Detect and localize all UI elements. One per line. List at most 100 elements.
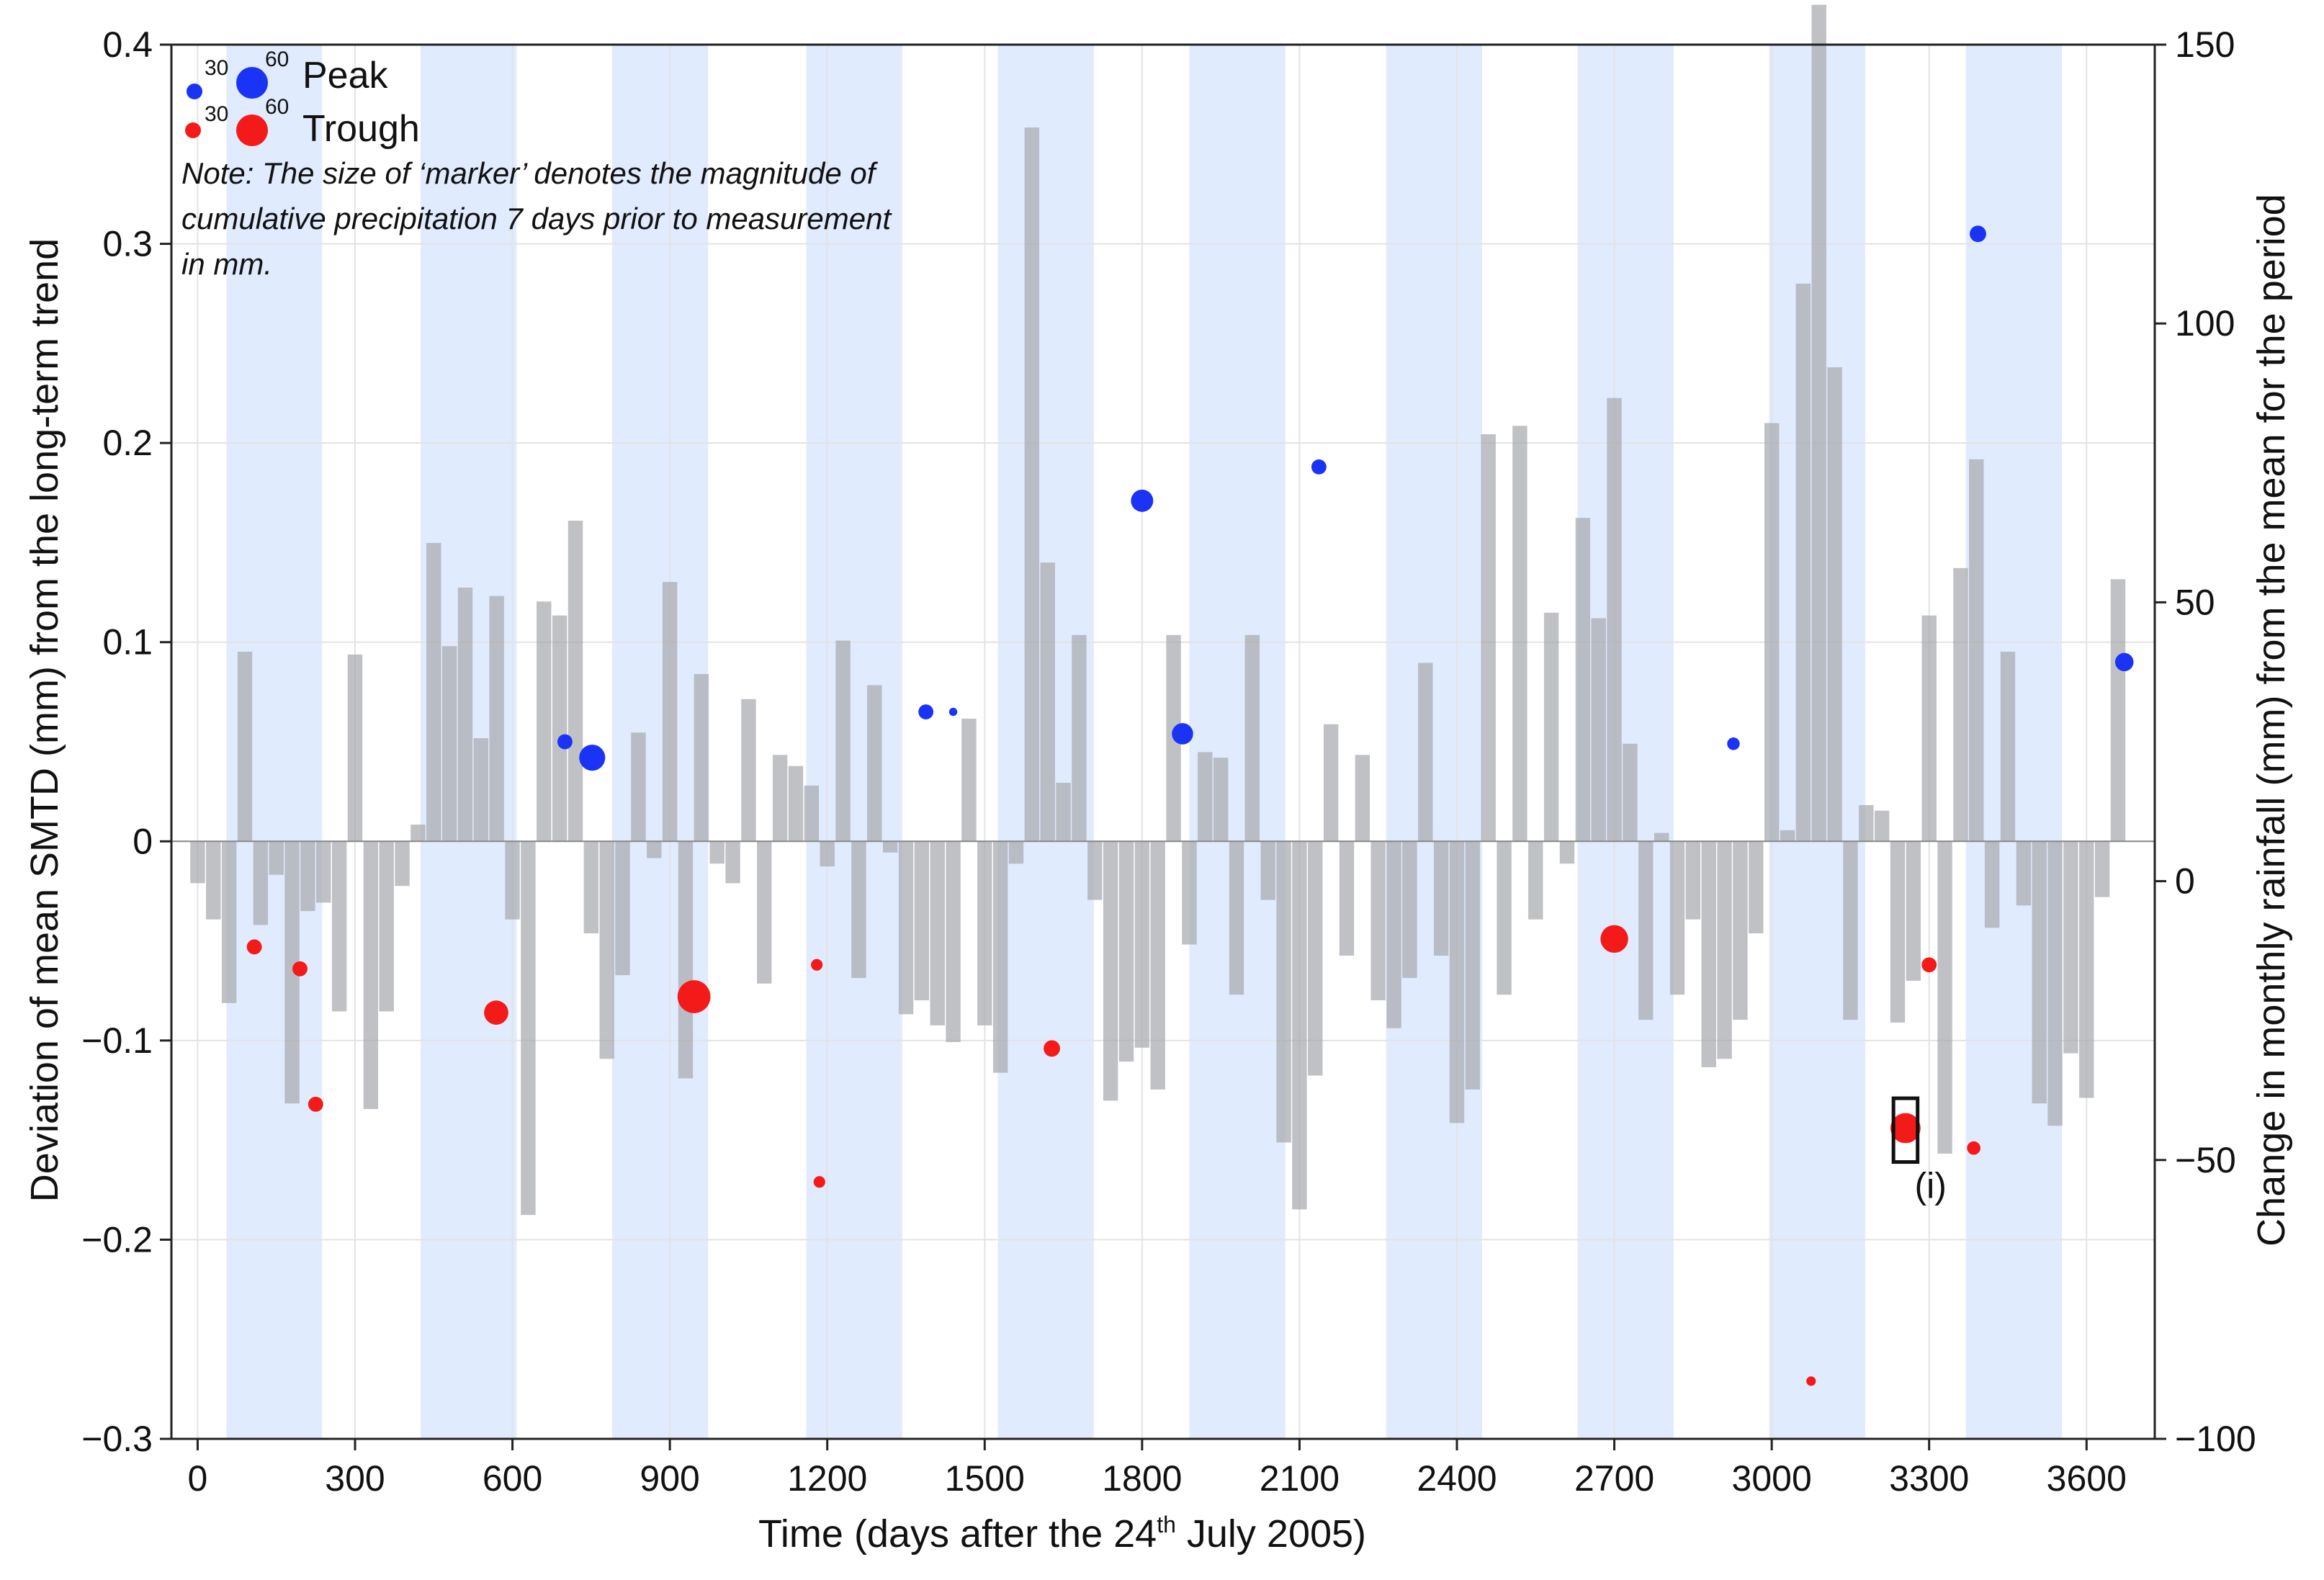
rainfall-bar-28 bbox=[631, 732, 646, 842]
rainfall-bar-8 bbox=[316, 841, 331, 903]
shaded-period-6 bbox=[1386, 45, 1482, 1439]
rainfall-bar-61 bbox=[1150, 841, 1165, 1090]
rainfall-bar-78 bbox=[1418, 663, 1433, 842]
rainfall-bar-101 bbox=[1780, 830, 1795, 842]
x-tick-label-0: 0 bbox=[188, 1458, 208, 1499]
rainfall-bar-3 bbox=[237, 651, 253, 842]
rainfall-bar-114 bbox=[1984, 841, 2000, 928]
rainfall-bar-66 bbox=[1229, 841, 1244, 995]
peak-marker-3 bbox=[948, 707, 958, 717]
y-right-tick-label-1: −50 bbox=[2175, 1140, 2236, 1180]
rainfall-bar-31 bbox=[678, 841, 694, 1079]
rainfall-bar-96 bbox=[1701, 841, 1716, 1067]
rainfall-bar-112 bbox=[1953, 567, 1968, 842]
x-tick-label-2: 600 bbox=[483, 1458, 542, 1499]
rainfall-bar-48 bbox=[946, 841, 961, 1043]
rainfall-bar-64 bbox=[1198, 752, 1213, 842]
rainfall-bar-102 bbox=[1795, 283, 1811, 842]
rainfall-bar-99 bbox=[1749, 841, 1764, 934]
rainfall-bar-63 bbox=[1182, 841, 1197, 945]
rainfall-bar-97 bbox=[1717, 841, 1732, 1059]
rainfall-bar-117 bbox=[2032, 841, 2047, 1104]
rainfall-bar-22 bbox=[537, 601, 552, 842]
rainfall-bar-53 bbox=[1024, 127, 1040, 842]
rainfall-bar-17 bbox=[457, 587, 473, 842]
legend-note-line-3: in mm. bbox=[181, 247, 272, 281]
annotation-label: (i) bbox=[1914, 1166, 1946, 1206]
rainfall-bar-115 bbox=[2000, 651, 2016, 842]
x-axis-title: Time (days after the 24th July 2005) bbox=[758, 1512, 1366, 1556]
rainfall-bar-71 bbox=[1308, 841, 1323, 1076]
x-tick-label-1: 300 bbox=[325, 1458, 385, 1499]
rainfall-bar-85 bbox=[1528, 841, 1543, 920]
rainfall-bars bbox=[190, 4, 2126, 1216]
rainfall-bar-24 bbox=[567, 521, 583, 842]
y-left-tick-label-0: −0.3 bbox=[81, 1419, 153, 1459]
y-right-tick-label-0: −100 bbox=[2175, 1419, 2256, 1459]
rainfall-bar-108 bbox=[1890, 841, 1906, 1023]
rainfall-bar-87 bbox=[1559, 841, 1575, 864]
rainfall-bar-47 bbox=[930, 841, 945, 1025]
rainfall-bar-72 bbox=[1323, 724, 1339, 842]
rainfall-bar-104 bbox=[1827, 367, 1842, 842]
rainfall-bar-20 bbox=[505, 841, 520, 920]
peak-marker-8 bbox=[1970, 225, 1986, 243]
peak-marker-6 bbox=[1311, 459, 1327, 475]
rainfall-bar-0 bbox=[190, 841, 205, 884]
x-tick-label-8: 2400 bbox=[1417, 1458, 1497, 1499]
peak-marker-9 bbox=[2114, 652, 2134, 672]
rainfall-bar-33 bbox=[709, 841, 724, 864]
x-tick-label-9: 2700 bbox=[1574, 1458, 1654, 1499]
y-axis-left-title: Deviation of mean SMTD (mm) from the lon… bbox=[23, 238, 66, 1202]
trough-marker-5 bbox=[811, 959, 823, 971]
rainfall-bar-74 bbox=[1355, 755, 1370, 842]
rainfall-bar-10 bbox=[347, 654, 363, 842]
y-right-tick-label-4: 100 bbox=[2175, 303, 2235, 344]
scatter-markers bbox=[246, 225, 2134, 1386]
rainfall-bar-110 bbox=[1921, 615, 1937, 842]
legend-trough-marker-large bbox=[236, 115, 268, 146]
trough-marker-1 bbox=[292, 961, 308, 977]
legend-trough-size-small-label: 30 bbox=[205, 102, 228, 126]
rainfall-bar-14 bbox=[410, 825, 426, 842]
rainfall-bar-86 bbox=[1543, 612, 1559, 842]
peak-marker-1 bbox=[579, 745, 606, 771]
annotation-box bbox=[1891, 1096, 1920, 1164]
rainfall-bar-46 bbox=[914, 841, 930, 1000]
legend-trough-size-large-label: 60 bbox=[265, 95, 289, 119]
rainfall-bar-27 bbox=[615, 841, 630, 976]
peak-marker-2 bbox=[918, 704, 934, 719]
shaded-period-2 bbox=[612, 45, 709, 1439]
rainfall-bar-42 bbox=[851, 841, 866, 979]
rainfall-bar-7 bbox=[300, 841, 315, 912]
x-tick-label-12: 3600 bbox=[2047, 1458, 2127, 1499]
rainfall-bar-23 bbox=[552, 615, 567, 842]
x-axis-title-main: Time (days after the 24 bbox=[758, 1512, 1157, 1556]
rainfall-bar-4 bbox=[253, 841, 269, 925]
rainfall-bar-105 bbox=[1843, 841, 1858, 1020]
rainfall-bar-77 bbox=[1402, 841, 1417, 979]
rainfall-bar-40 bbox=[820, 841, 835, 867]
rainfall-bar-89 bbox=[1591, 618, 1606, 842]
rainfall-bar-54 bbox=[1040, 562, 1055, 842]
legend-peak-size-large-label: 60 bbox=[265, 48, 289, 71]
rainfall-bar-100 bbox=[1764, 423, 1780, 842]
trough-marker-0 bbox=[246, 939, 262, 955]
rainfall-bar-60 bbox=[1134, 841, 1150, 1048]
rainfall-bar-111 bbox=[1937, 841, 1952, 1154]
rainfall-bar-12 bbox=[379, 841, 394, 1012]
legend-peak-label: Peak bbox=[302, 55, 389, 96]
rainfall-bar-49 bbox=[961, 718, 977, 842]
rainfall-bar-76 bbox=[1386, 841, 1401, 1028]
y-left-tick-label-5: 0.2 bbox=[102, 423, 153, 463]
x-tick-label-7: 2100 bbox=[1260, 1458, 1340, 1499]
y-left-tick-label-3: 0 bbox=[133, 821, 153, 861]
rainfall-bar-39 bbox=[804, 785, 820, 842]
shaded-period-5 bbox=[1189, 45, 1286, 1439]
rainfall-bar-120 bbox=[2079, 841, 2094, 1098]
rainfall-bar-1 bbox=[206, 841, 221, 920]
y-right-tick-label-2: 0 bbox=[2175, 861, 2195, 902]
rainfall-bar-19 bbox=[489, 596, 504, 842]
x-axis-title-tail: July 2005) bbox=[1176, 1512, 1366, 1556]
legend-trough-label: Trough bbox=[302, 108, 420, 150]
